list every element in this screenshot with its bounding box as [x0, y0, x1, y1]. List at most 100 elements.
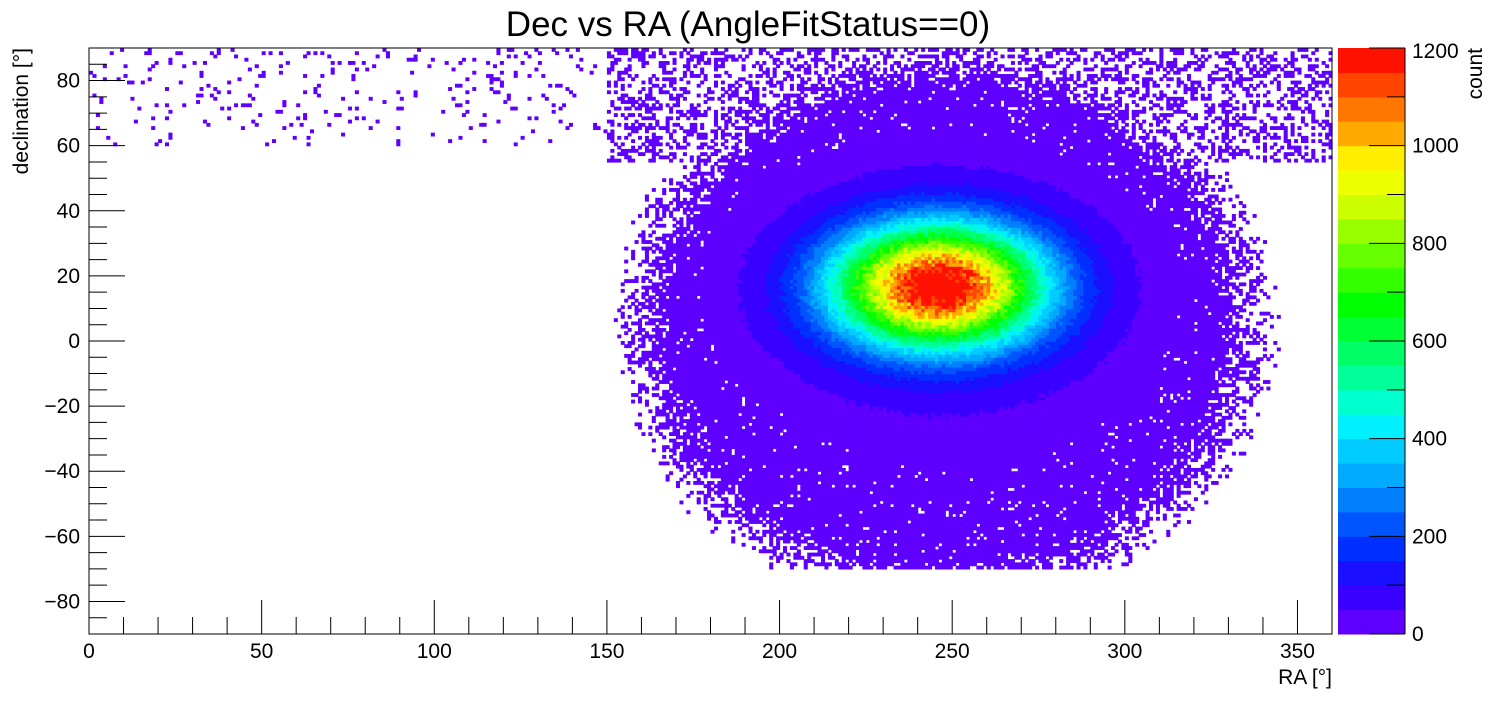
heatmap-cell	[731, 536, 735, 540]
heatmap-cell	[1187, 504, 1191, 508]
heatmap-cell	[1059, 488, 1063, 492]
heatmap-cell	[1152, 478, 1156, 482]
heatmap-cell	[641, 432, 645, 436]
heatmap-cell	[845, 452, 849, 456]
heatmap-cell	[1128, 546, 1132, 550]
heatmap-cell	[1018, 504, 1022, 508]
heatmap-cell	[849, 566, 853, 570]
heatmap-cell	[1073, 556, 1077, 560]
heatmap-cell	[676, 442, 680, 446]
heatmap-cell	[1139, 527, 1143, 531]
heatmap-cell	[1063, 510, 1067, 514]
heatmap-cell	[1128, 527, 1132, 531]
heatmap-cell	[880, 504, 884, 508]
heatmap-cell	[707, 452, 711, 456]
heatmap-cell	[973, 533, 977, 537]
heatmap-cell	[845, 471, 849, 475]
heatmap-cell	[686, 494, 690, 498]
heatmap-cell	[711, 514, 715, 518]
heatmap-cell	[1201, 491, 1205, 495]
heatmap-cell	[1142, 533, 1146, 537]
heatmap-cell	[711, 497, 715, 501]
heatmap-cell	[1056, 546, 1060, 550]
heatmap-cell	[686, 510, 690, 514]
heatmap-cell	[1118, 540, 1122, 544]
heatmap-cell	[773, 546, 777, 550]
heatmap-cell	[1170, 468, 1174, 472]
heatmap-cell	[1166, 488, 1170, 492]
heatmap-cell	[1111, 533, 1115, 537]
heatmap-cell	[1101, 452, 1105, 456]
heatmap-cell	[818, 474, 822, 478]
heatmap-cell	[873, 484, 877, 488]
heatmap-cell	[1021, 488, 1025, 492]
heatmap-cell	[859, 514, 863, 518]
heatmap-cell	[1021, 536, 1025, 540]
heatmap-cell	[793, 553, 797, 557]
heatmap-cell	[1173, 481, 1177, 485]
heatmap-cell	[773, 523, 777, 527]
heatmap-cell	[728, 520, 732, 524]
heatmap-cell	[1152, 501, 1156, 505]
heatmap-cell	[697, 497, 701, 501]
heatmap-cell	[790, 507, 794, 511]
heatmap-cell	[987, 504, 991, 508]
chart-title: Dec vs RA (AngleFitStatus==0)	[506, 5, 990, 44]
heatmap-cell	[1028, 559, 1032, 563]
heatmap-cell	[838, 474, 842, 478]
heatmap-cell	[738, 510, 742, 514]
heatmap-cell	[807, 536, 811, 540]
heatmap-cell	[1125, 468, 1129, 472]
heatmap-cell	[1073, 543, 1077, 547]
heatmap-cell	[752, 514, 756, 518]
heatmap-cell	[1035, 566, 1039, 570]
heatmap-cell	[1007, 504, 1011, 508]
heatmap-cell	[1056, 461, 1060, 465]
heatmap-cell	[1104, 556, 1108, 560]
heatmap-cell	[1097, 494, 1101, 498]
heatmap-cell	[679, 435, 683, 439]
heatmap-cell	[745, 523, 749, 527]
heatmap-cell	[742, 533, 746, 537]
heatmap-cell	[1190, 474, 1194, 478]
heatmap-cell	[894, 556, 898, 560]
heatmap-cell	[786, 507, 790, 511]
heatmap-cell	[873, 507, 877, 511]
heatmap-cell	[697, 468, 701, 472]
heatmap-cell	[700, 481, 704, 485]
heatmap-cell	[759, 536, 763, 540]
heatmap-cell	[1211, 445, 1215, 449]
heatmap-cell	[1028, 520, 1032, 524]
heatmap-cell	[790, 497, 794, 501]
heatmap-cell	[1011, 559, 1015, 563]
heatmap-cell	[673, 439, 677, 443]
heatmap-cell	[780, 553, 784, 557]
heatmap-cell	[890, 507, 894, 511]
heatmap-cell	[1121, 562, 1125, 566]
heatmap-cell	[797, 549, 801, 553]
heatmap-cell	[911, 507, 915, 511]
heatmap-cell	[648, 432, 652, 436]
heatmap-cell	[790, 536, 794, 540]
heatmap-cell	[997, 556, 1001, 560]
heatmap-cell	[1135, 543, 1139, 547]
heatmap-cell	[1242, 452, 1246, 456]
heatmap-cell	[845, 527, 849, 531]
heatmap-cell	[776, 536, 780, 540]
heatmap-cell	[1090, 478, 1094, 482]
heatmap-cell	[686, 445, 690, 449]
heatmap-cell	[831, 488, 835, 492]
heatmap-cell	[1025, 562, 1029, 566]
heatmap-cell	[1156, 517, 1160, 521]
heatmap-cell	[1101, 484, 1105, 488]
heatmap-cell	[1080, 562, 1084, 566]
heatmap-cell	[1159, 478, 1163, 482]
heatmap-cell	[666, 461, 670, 465]
heatmap-cell	[1049, 562, 1053, 566]
heatmap-cell	[714, 517, 718, 521]
heatmap-cell	[676, 481, 680, 485]
heatmap-cell	[897, 566, 901, 570]
heatmap-cell	[990, 501, 994, 505]
heatmap-cell	[679, 478, 683, 482]
heatmap-cell	[818, 484, 822, 488]
